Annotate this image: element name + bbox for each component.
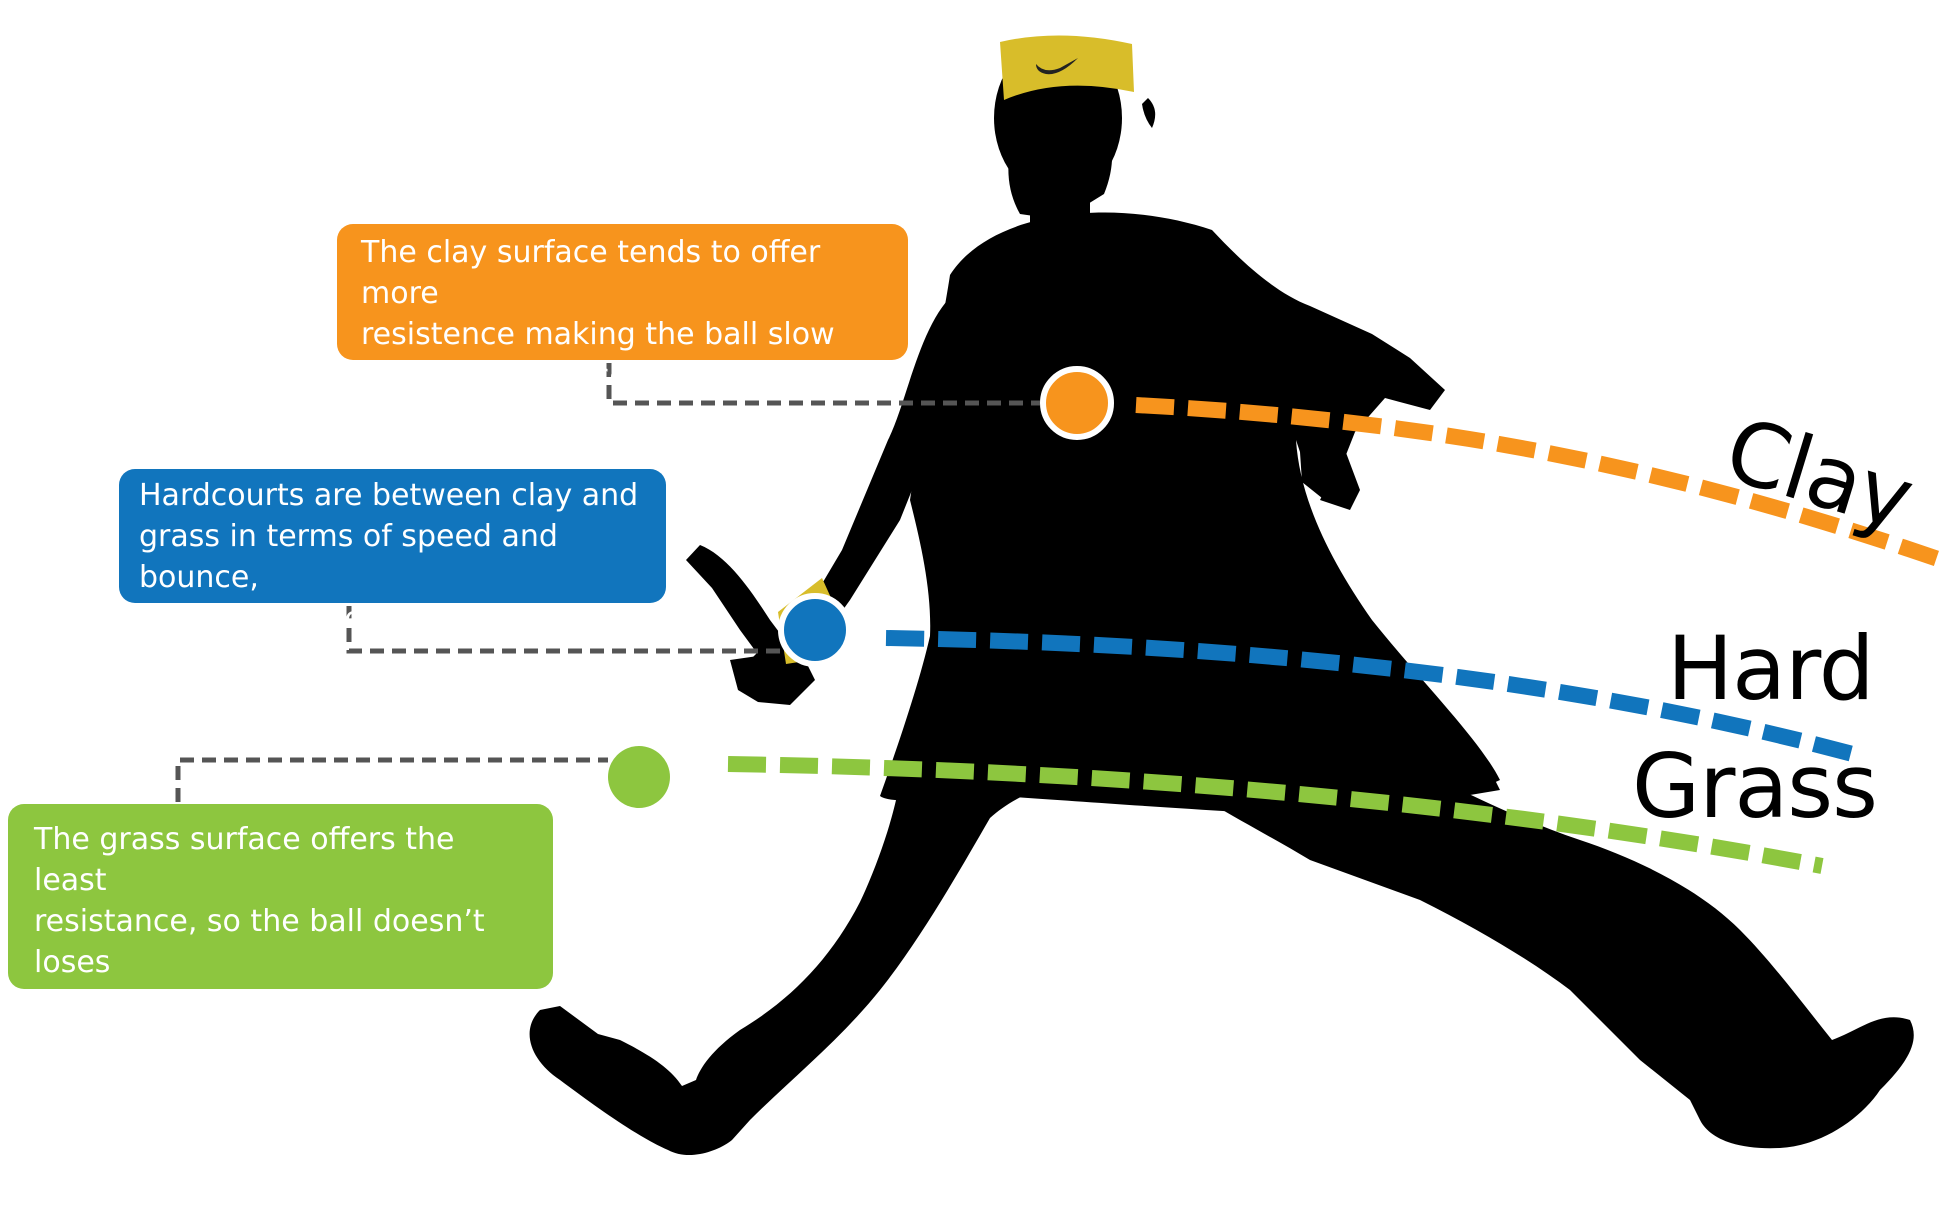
callout-line: resistence making the ball slow xyxy=(361,317,835,352)
clay-leader-line xyxy=(606,363,1040,406)
callout-line: resistance, so the ball doesn’t loses xyxy=(34,904,485,980)
headband xyxy=(1000,35,1134,100)
callout-line: surfaces. xyxy=(34,1068,171,1103)
callout-line: The grass surface offers the least xyxy=(34,822,455,898)
clay-callout: The clay surface tends to offer more res… xyxy=(337,224,908,393)
clay-trajectory xyxy=(1135,397,1941,568)
callout-line: Hardcourts are between clay and xyxy=(139,478,639,513)
hard-leader-line xyxy=(346,606,780,654)
grass-leader-line xyxy=(175,757,608,802)
grass-callout: The grass surface offers the least resis… xyxy=(8,804,553,1103)
hard-ball-icon xyxy=(778,593,852,667)
callout-line: grass in terms of speed and bounce, xyxy=(139,519,558,595)
clay-ball-icon xyxy=(1040,366,1114,440)
callout-line: The clay surface tends to offer more xyxy=(361,235,821,311)
hard-label: Hard xyxy=(1667,617,1875,720)
grass-ball-icon xyxy=(608,746,670,808)
callout-line: but more close to grass than clay. xyxy=(139,601,571,677)
player-silhouette xyxy=(529,38,1914,1156)
hard-callout: Hardcourts are between clay and grass in… xyxy=(119,469,666,677)
callout-line: down and bounce off it. xyxy=(361,358,716,393)
hard-trajectory xyxy=(885,630,1863,764)
grass-trajectory xyxy=(727,756,1824,874)
callout-line: as much speed compared to other xyxy=(34,986,462,1062)
grass-label: Grass xyxy=(1632,735,1878,838)
swoosh-icon xyxy=(1036,58,1078,75)
